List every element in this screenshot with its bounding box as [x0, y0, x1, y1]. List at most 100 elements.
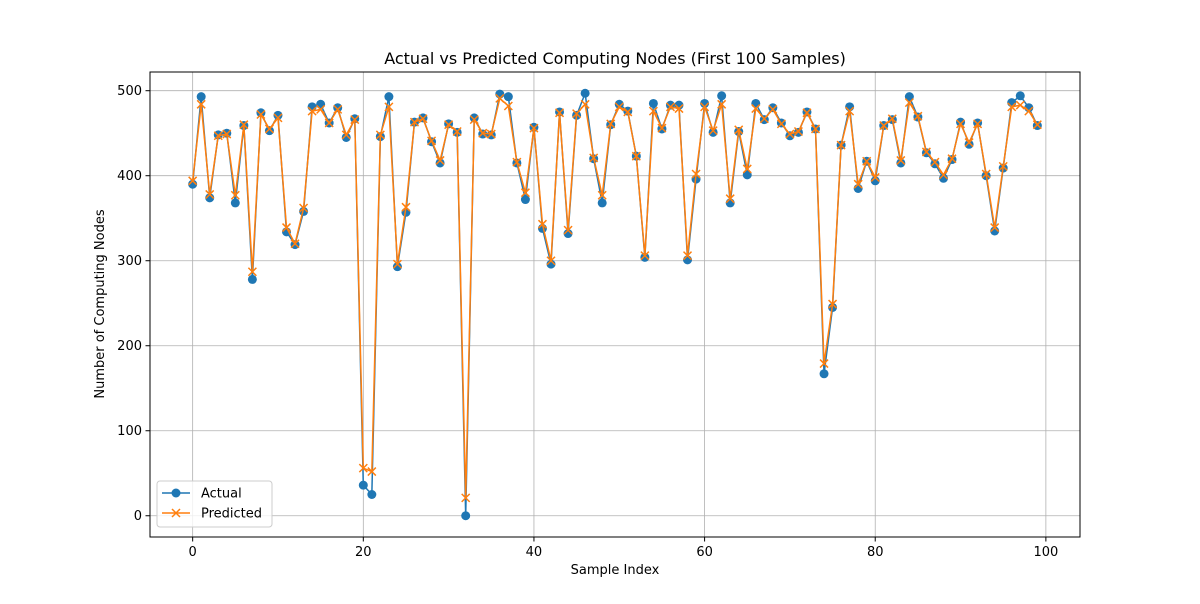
- legend-entry-predicted: Predicted: [162, 507, 262, 522]
- actual-point: [751, 98, 761, 108]
- y-tick-label: 300: [117, 254, 142, 269]
- grid: [150, 72, 1080, 537]
- predicted-point: [862, 156, 872, 166]
- actual-point: [853, 183, 863, 193]
- actual-point: [196, 92, 206, 102]
- actual-point: [580, 88, 590, 98]
- predicted-point: [452, 126, 462, 137]
- predicted-point: [793, 126, 803, 137]
- actual-point: [384, 92, 394, 102]
- actual-point: [256, 108, 266, 118]
- predicted-point: [384, 102, 394, 112]
- actual-point: [708, 127, 718, 137]
- legend-swatch-marker: [171, 488, 181, 498]
- legend-label-predicted: Predicted: [201, 507, 262, 522]
- predicted-point: [273, 113, 283, 123]
- y-tick-label: 200: [117, 339, 142, 354]
- actual-point: [1015, 91, 1025, 101]
- predicted-point: [776, 119, 786, 129]
- predicted-point: [324, 118, 334, 128]
- actual-point: [964, 139, 974, 149]
- predicted-point: [947, 154, 957, 164]
- predicted-point: [1015, 100, 1025, 110]
- actual-point: [205, 193, 215, 203]
- predicted-point: [606, 119, 616, 129]
- predicted-point: [563, 225, 573, 235]
- plot-frame: [149, 71, 1081, 538]
- predicted-point: [904, 98, 914, 108]
- predicted-point: [409, 117, 420, 127]
- actual-point: [367, 489, 377, 499]
- predicted-point: [913, 111, 923, 121]
- predicted-point: [401, 202, 411, 212]
- actual-point: [938, 173, 948, 183]
- x-tick-label: 60: [696, 545, 713, 560]
- predicted-point: [281, 223, 292, 233]
- predicted-point: [469, 115, 479, 125]
- predicted-point: [264, 124, 274, 134]
- predicted-point: [461, 493, 471, 503]
- predicted-point: [845, 106, 855, 116]
- legend-entries: Actual Predicted: [162, 487, 262, 522]
- predicted-point: [802, 108, 812, 118]
- predicted-point: [375, 130, 385, 140]
- predicted-point: [981, 169, 991, 179]
- predicted-point: [938, 170, 949, 180]
- predicted-point: [495, 93, 505, 103]
- predicted-point: [623, 107, 633, 117]
- predicted-point: [503, 101, 513, 111]
- predicted-line: [191, 97, 1038, 499]
- actual-point: [742, 170, 752, 180]
- actual-point: [273, 110, 283, 120]
- legend-swatch-marker: [171, 508, 181, 518]
- predicted-point: [230, 190, 240, 200]
- predicted-point: [921, 147, 931, 157]
- actual-point: [648, 98, 658, 108]
- actual-point: [768, 103, 778, 113]
- predicted-point: [333, 104, 343, 114]
- y-axis-label: Number of Computing Nodes: [93, 209, 108, 398]
- predicted-point: [734, 125, 744, 135]
- predicted-point: [512, 157, 522, 167]
- predicted-point: [188, 176, 198, 186]
- predicted-point: [341, 130, 351, 140]
- predicted-point: [358, 463, 368, 473]
- actual-point: [469, 113, 479, 123]
- predicted-point: [555, 108, 565, 118]
- predicted-point: [742, 164, 752, 174]
- predicted-point: [725, 194, 735, 204]
- actual-point: [717, 91, 727, 101]
- predicted-point: [879, 121, 889, 131]
- predicted-point: [1007, 102, 1017, 112]
- predicted-point: [930, 157, 940, 167]
- actual-point: [597, 198, 607, 208]
- predicted-point: [691, 169, 701, 179]
- actual-point: [896, 158, 906, 168]
- predicted-point: [853, 179, 863, 189]
- predicted-point: [1032, 120, 1042, 130]
- predicted-point: [828, 299, 838, 309]
- actual-point: [725, 198, 735, 208]
- predicted-point: [367, 467, 377, 477]
- predicted-point: [435, 155, 445, 165]
- actual-point: [700, 98, 710, 108]
- predicted-point: [956, 119, 966, 129]
- actual-point: [614, 99, 624, 109]
- predicted-point: [759, 114, 769, 124]
- predicted-point: [682, 251, 693, 261]
- predicted-point: [478, 128, 488, 138]
- predicted-point: [785, 129, 795, 139]
- predicted-point: [537, 219, 548, 229]
- legend-entry-actual: Actual: [162, 487, 242, 502]
- actual-point: [188, 179, 198, 189]
- predicted-point: [427, 136, 437, 146]
- predicted-point: [810, 124, 821, 134]
- y-tick-label: 400: [117, 169, 142, 184]
- predicted-point: [316, 104, 326, 114]
- actual-point: [819, 369, 829, 379]
- legend: Actual Predicted: [156, 480, 273, 528]
- predicted-point: [572, 109, 582, 119]
- actual-point: [392, 262, 402, 272]
- x-tick-label: 20: [355, 545, 372, 560]
